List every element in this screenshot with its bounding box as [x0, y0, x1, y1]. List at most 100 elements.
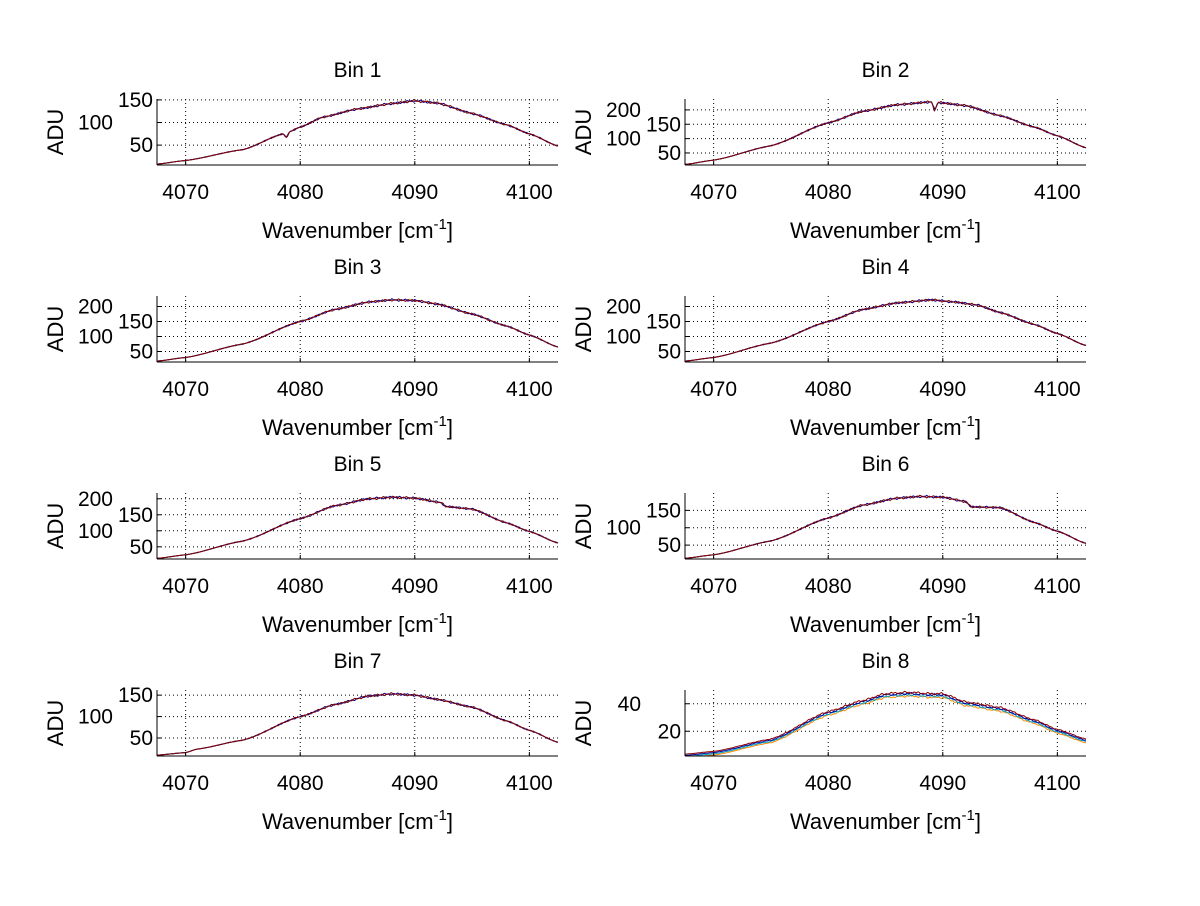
data-line-series-4: [685, 690, 1087, 755]
data-line-series-3: [156, 495, 559, 559]
x-tick-label: 4090: [919, 378, 966, 401]
subplot-title: Bin 2: [862, 59, 910, 82]
x-tick-label: 4070: [162, 378, 209, 401]
y-tick-label: 150: [118, 89, 153, 112]
y-tick-label: 50: [658, 534, 681, 557]
data-line-series-4: [156, 298, 559, 362]
y-tick-label: 200: [606, 296, 641, 319]
y-tick-label: 200: [78, 296, 113, 319]
y-tick-label: 100: [606, 517, 641, 540]
subplot-title: Bin 7: [334, 650, 382, 673]
x-axis-label: Wavenumber [cm-1]: [790, 807, 981, 834]
data-line-series-2: [685, 693, 1087, 757]
data-line-series-1: [684, 101, 1087, 165]
data-line-series-4: [684, 298, 1087, 362]
y-axis-label: ADU: [571, 306, 596, 352]
x-tick-label: 4100: [1034, 378, 1081, 401]
x-axis-label: Wavenumber [cm-1]: [790, 413, 981, 440]
data-line-series-1: [156, 495, 559, 559]
y-tick-label: 100: [78, 520, 113, 543]
subplot-bin-8: 4070 4080 4090 4100 20 40 Bin 8 Wavenumber [cm-…: [571, 650, 1087, 834]
y-axis-label: ADU: [571, 109, 596, 155]
subplot-title: Bin 8: [862, 650, 910, 673]
x-tick-label: 4100: [1034, 772, 1081, 795]
x-tick-label: 4090: [919, 575, 966, 598]
subplot-title: Bin 6: [862, 453, 910, 476]
y-axis-label: ADU: [43, 700, 68, 746]
data-line-series-4: [684, 494, 1087, 559]
subplot-title: Bin 1: [334, 59, 382, 82]
y-tick-label: 20: [658, 720, 681, 743]
data-line-series-4: [157, 692, 559, 756]
x-tick-label: 4080: [277, 181, 324, 204]
data-line-series-2: [156, 495, 559, 559]
x-tick-label: 4100: [506, 772, 553, 795]
x-tick-label: 4080: [805, 181, 852, 204]
y-tick-label: 100: [606, 326, 641, 349]
x-tick-label: 4070: [690, 575, 737, 598]
y-tick-label: 100: [78, 326, 113, 349]
x-axis-label: Wavenumber [cm-1]: [790, 216, 981, 243]
x-tick-label: 4070: [162, 772, 209, 795]
x-axis-label: Wavenumber [cm-1]: [262, 807, 453, 834]
x-tick-label: 4070: [690, 378, 737, 401]
data-line-series-4: [156, 495, 559, 559]
data-line-series-1: [684, 494, 1087, 559]
x-tick-label: 4100: [1034, 181, 1081, 204]
x-tick-label: 4080: [805, 378, 852, 401]
x-axis-label: Wavenumber [cm-1]: [262, 413, 453, 440]
data-line-series-3: [684, 691, 1087, 756]
x-tick-label: 4100: [1034, 575, 1081, 598]
y-tick-label: 150: [118, 311, 153, 334]
y-tick-label: 100: [606, 128, 641, 151]
y-tick-label: 100: [78, 112, 113, 135]
y-tick-label: 200: [78, 488, 113, 511]
data-line-series-2: [684, 494, 1087, 559]
data-line-series-2: [684, 100, 1087, 165]
x-axis-label: Wavenumber [cm-1]: [790, 610, 981, 637]
y-axis-label: ADU: [571, 700, 596, 746]
y-tick-label: 50: [658, 142, 681, 165]
x-tick-label: 4080: [277, 378, 324, 401]
y-axis-label: ADU: [43, 306, 68, 352]
y-axis-label: ADU: [571, 503, 596, 549]
x-tick-label: 4090: [919, 181, 966, 204]
x-tick-label: 4090: [391, 181, 438, 204]
x-tick-label: 4090: [391, 378, 438, 401]
y-tick-label: 150: [646, 499, 681, 522]
x-axis-label: Wavenumber [cm-1]: [262, 610, 453, 637]
y-tick-label: 150: [646, 311, 681, 334]
y-tick-label: 50: [658, 341, 681, 364]
data-line-series-1: [685, 694, 1087, 757]
y-tick-label: 150: [646, 113, 681, 136]
x-tick-label: 4070: [162, 181, 209, 204]
x-tick-label: 4070: [690, 181, 737, 204]
y-tick-label: 50: [130, 727, 153, 750]
x-tick-label: 4080: [277, 772, 324, 795]
x-tick-label: 4070: [162, 575, 209, 598]
x-axis-label: Wavenumber [cm-1]: [262, 216, 453, 243]
x-tick-label: 4090: [391, 772, 438, 795]
data-line-series-3: [684, 494, 1087, 559]
subplot-title: Bin 5: [334, 453, 382, 476]
y-axis-label: ADU: [43, 109, 68, 155]
x-tick-label: 4080: [805, 575, 852, 598]
y-tick-label: 150: [118, 504, 153, 527]
y-tick-label: 50: [130, 134, 153, 157]
y-tick-label: 50: [130, 341, 153, 364]
data-line-series-3: [684, 101, 1087, 165]
y-tick-label: 200: [606, 99, 641, 122]
x-tick-label: 4080: [805, 772, 852, 795]
y-axis-label: ADU: [43, 503, 68, 549]
data-line-series-4: [684, 100, 1087, 165]
x-tick-label: 4070: [690, 772, 737, 795]
subplot-title: Bin 4: [862, 256, 910, 279]
y-tick-label: 50: [130, 536, 153, 559]
x-tick-label: 4100: [506, 378, 553, 401]
